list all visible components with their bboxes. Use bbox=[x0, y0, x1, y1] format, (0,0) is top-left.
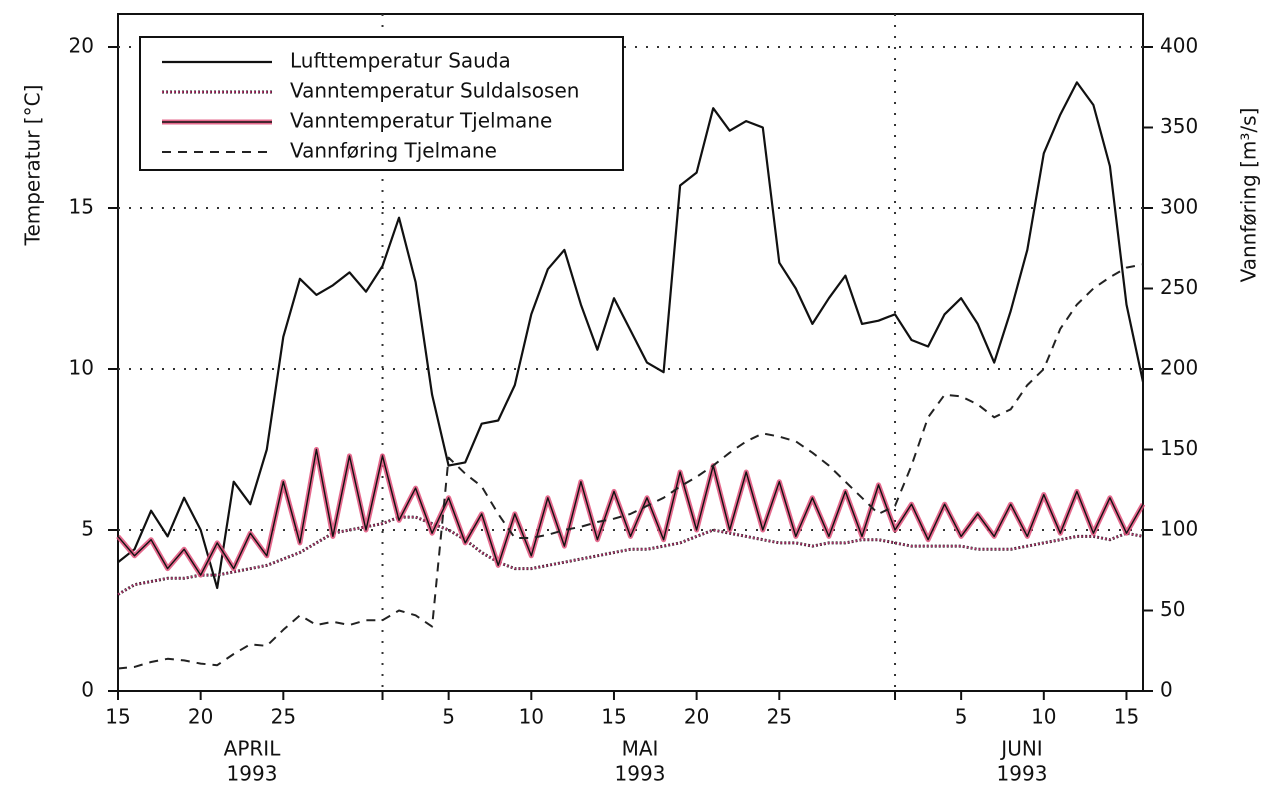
y2-tick-label: 350 bbox=[1160, 114, 1198, 138]
x-tick-label: 20 bbox=[188, 705, 213, 729]
x-tick-label: 15 bbox=[105, 705, 130, 729]
y-tick-label: 5 bbox=[81, 517, 94, 541]
x-tick-label: 5 bbox=[442, 705, 455, 729]
legend-label: Lufttemperatur Sauda bbox=[290, 49, 511, 73]
y-tick-label: 10 bbox=[69, 356, 94, 380]
x-tick-label: 10 bbox=[519, 705, 544, 729]
legend-label: Vanntemperatur Tjelmane bbox=[290, 109, 552, 133]
series-line bbox=[116, 447, 1146, 578]
y2-tick-label: 300 bbox=[1160, 195, 1198, 219]
y-tick-label: 0 bbox=[81, 678, 94, 702]
year-label: 1993 bbox=[227, 762, 278, 786]
legend-label: Vannføring Tjelmane bbox=[290, 139, 497, 163]
y2-tick-label: 250 bbox=[1160, 275, 1198, 299]
x-tick-label: 20 bbox=[684, 705, 709, 729]
x-tick-label: 15 bbox=[601, 705, 626, 729]
series-line bbox=[117, 516, 1144, 596]
x-tick-label: 5 bbox=[955, 705, 968, 729]
series-line bbox=[117, 81, 1145, 590]
series-line bbox=[117, 448, 1144, 576]
y2-tick-label: 200 bbox=[1160, 356, 1198, 380]
y2-axis-label: Vannføring [m³/s] bbox=[1237, 108, 1261, 283]
y2-tick-label: 0 bbox=[1160, 678, 1173, 702]
plot-frame bbox=[117, 13, 1144, 692]
y2-tick-label: 400 bbox=[1160, 34, 1198, 58]
month-label: MAI bbox=[622, 737, 659, 761]
series-line bbox=[117, 263, 1144, 670]
month-label: APRIL bbox=[224, 737, 282, 761]
x-tick-label: 25 bbox=[271, 705, 296, 729]
legend: Lufttemperatur Sauda Vanntemperatur Sulda… bbox=[139, 36, 624, 171]
y2-tick-label: 150 bbox=[1160, 436, 1198, 460]
x-tick-label: 10 bbox=[1031, 705, 1056, 729]
month-label: JUNI bbox=[999, 737, 1042, 761]
y2-tick-label: 100 bbox=[1160, 517, 1198, 541]
y-axis-label: Temperatur [°C] bbox=[21, 85, 45, 247]
y-tick-label: 20 bbox=[69, 34, 94, 58]
year-label: 1993 bbox=[997, 762, 1048, 786]
y-tick-label: 15 bbox=[69, 195, 94, 219]
x-tick-label: 25 bbox=[767, 705, 792, 729]
legend-box bbox=[139, 36, 624, 171]
y2-tick-label: 50 bbox=[1160, 597, 1185, 621]
x-tick-label: 15 bbox=[1114, 705, 1139, 729]
year-label: 1993 bbox=[615, 762, 666, 786]
legend-label: Vanntemperatur Suldalsosen bbox=[290, 79, 579, 103]
